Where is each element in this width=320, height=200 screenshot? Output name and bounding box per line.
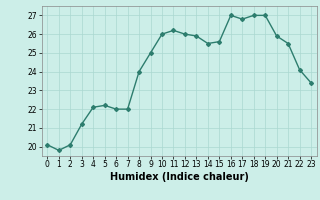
X-axis label: Humidex (Indice chaleur): Humidex (Indice chaleur): [110, 172, 249, 182]
